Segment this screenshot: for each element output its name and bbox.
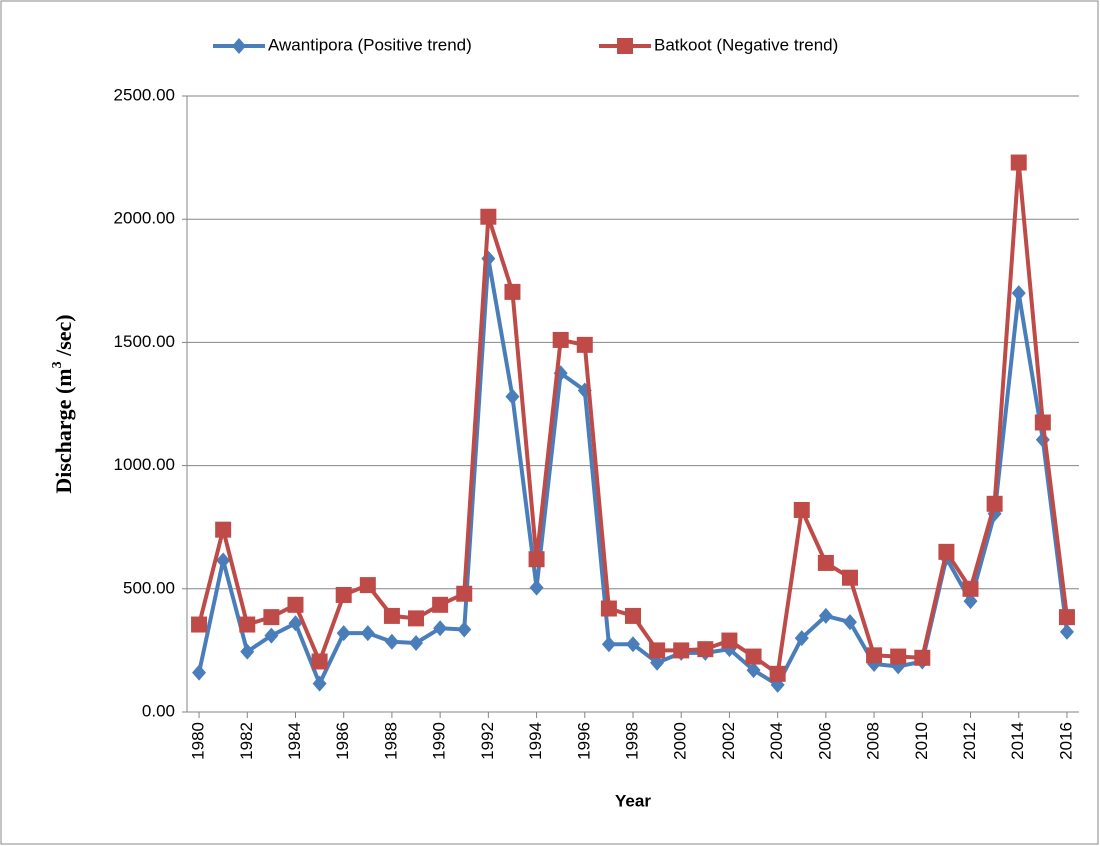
- x-tick-label: 1990: [430, 722, 449, 760]
- data-point: [216, 552, 231, 569]
- data-point: [1011, 285, 1026, 302]
- data-point: [793, 501, 810, 518]
- x-tick-label: 1992: [478, 722, 497, 760]
- data-point: [963, 593, 978, 610]
- data-point: [625, 607, 641, 624]
- data-point: [505, 388, 520, 405]
- data-point: [818, 607, 833, 624]
- x-tick-label: 2004: [767, 722, 786, 760]
- x-tick-label: 1988: [381, 722, 400, 760]
- data-point: [192, 664, 207, 681]
- y-tick-label: 1500.00: [114, 332, 175, 351]
- data-point: [409, 635, 424, 652]
- legend-label: Batkoot (Negative trend): [654, 35, 838, 54]
- data-point: [359, 577, 376, 594]
- x-tick-label: 1994: [526, 722, 545, 760]
- data-point: [335, 586, 352, 603]
- data-point: [866, 647, 883, 664]
- data-point: [433, 620, 448, 637]
- data-point: [384, 633, 399, 650]
- data-point: [240, 643, 255, 660]
- data-point: [312, 675, 327, 692]
- y-axis-label: Discharge (m3 /sec): [50, 314, 76, 493]
- x-tick-label: 2010: [912, 722, 931, 760]
- data-point: [288, 615, 303, 632]
- data-point: [890, 648, 907, 665]
- data-point: [576, 336, 593, 353]
- data-point: [239, 616, 256, 633]
- x-tick-label: 1996: [574, 722, 593, 760]
- data-point: [746, 662, 761, 679]
- x-tick-label: 2008: [864, 722, 883, 760]
- data-point: [817, 554, 834, 571]
- x-tick-label: 1982: [237, 722, 256, 760]
- data-point: [432, 596, 449, 613]
- data-point: [673, 642, 690, 659]
- data-point: [360, 625, 375, 642]
- x-tick-label: 2016: [1056, 722, 1075, 760]
- legend-marker: [232, 38, 246, 54]
- data-point: [552, 331, 569, 348]
- data-point: [697, 641, 714, 658]
- data-point: [1010, 154, 1027, 171]
- y-tick-label: 0.00: [142, 701, 175, 720]
- data-point: [649, 642, 666, 659]
- data-point: [336, 625, 351, 642]
- legend-marker: [617, 38, 633, 54]
- x-tick-label: 1980: [189, 722, 208, 760]
- x-tick-label: 2000: [671, 722, 690, 760]
- data-point: [962, 580, 979, 597]
- data-point: [1059, 623, 1074, 640]
- y-tick-label: 2500.00: [114, 85, 175, 104]
- data-point: [769, 665, 786, 682]
- data-point: [528, 551, 545, 568]
- data-point: [215, 521, 232, 538]
- data-point: [480, 208, 497, 225]
- x-tick-label: 1984: [285, 722, 304, 760]
- data-point: [383, 607, 400, 624]
- data-point: [914, 649, 931, 666]
- legend-label: Awantipora (Positive trend): [268, 35, 472, 54]
- data-point: [529, 579, 544, 596]
- data-point: [264, 627, 279, 644]
- data-point: [1034, 414, 1051, 431]
- data-point: [601, 636, 616, 653]
- data-point: [263, 609, 280, 626]
- x-tick-label: 1998: [622, 722, 641, 760]
- data-point: [1058, 609, 1075, 626]
- data-point: [287, 596, 304, 613]
- data-point: [721, 632, 738, 649]
- data-point: [986, 495, 1003, 512]
- data-point: [191, 616, 208, 633]
- y-tick-label: 500.00: [123, 578, 175, 597]
- data-point: [600, 600, 617, 617]
- data-point: [626, 636, 640, 653]
- y-tick-label: 1000.00: [114, 455, 175, 474]
- data-point: [311, 653, 328, 670]
- data-point: [842, 614, 857, 631]
- data-point: [456, 585, 473, 602]
- data-point: [408, 610, 425, 627]
- x-tick-label: 2014: [1008, 722, 1027, 760]
- data-point: [938, 543, 955, 560]
- y-tick-label: 2000.00: [114, 209, 175, 228]
- data-point: [457, 621, 472, 638]
- data-point: [794, 630, 809, 647]
- x-tick-label: 2006: [815, 722, 834, 760]
- x-tick-label: 2012: [960, 722, 979, 760]
- x-tick-label: 2002: [719, 722, 738, 760]
- data-point: [841, 569, 858, 586]
- x-axis-label: Year: [615, 791, 651, 810]
- x-tick-label: 1986: [333, 722, 352, 760]
- data-point: [745, 648, 762, 665]
- data-point: [650, 654, 665, 671]
- data-point: [504, 283, 521, 300]
